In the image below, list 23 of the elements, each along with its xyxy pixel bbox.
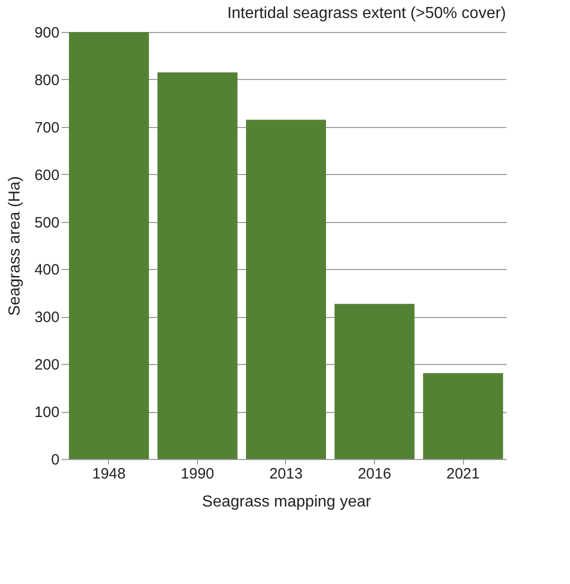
x-axis-title: Seagrass mapping year <box>202 494 372 510</box>
bar <box>157 72 238 459</box>
y-tick-label: 800 <box>34 72 60 89</box>
bar <box>423 373 504 459</box>
x-tick-label: 2016 <box>358 466 392 482</box>
x-tick-label: 2021 <box>446 466 480 482</box>
bar <box>68 32 149 459</box>
x-tick-label: 1948 <box>92 466 126 482</box>
y-tick-label: 300 <box>34 309 60 326</box>
y-tick-label: 700 <box>34 119 60 136</box>
x-tick-label: 1990 <box>180 466 214 482</box>
chart-title: Intertidal seagrass extent (>50% cover) <box>227 5 506 22</box>
y-tick-label: 0 <box>51 452 60 468</box>
y-tick-label: 600 <box>34 166 60 184</box>
y-tick-label: 500 <box>34 214 60 232</box>
bar <box>334 304 415 459</box>
y-tick-label: 900 <box>34 24 60 42</box>
y-axis-title: Seagrass area (Ha) <box>6 176 24 316</box>
x-tick-label: 2013 <box>269 466 303 482</box>
y-tick-label: 100 <box>34 404 60 422</box>
bar <box>246 120 326 459</box>
y-tick-label: 200 <box>34 356 60 374</box>
y-tick-label: 400 <box>34 262 60 279</box>
